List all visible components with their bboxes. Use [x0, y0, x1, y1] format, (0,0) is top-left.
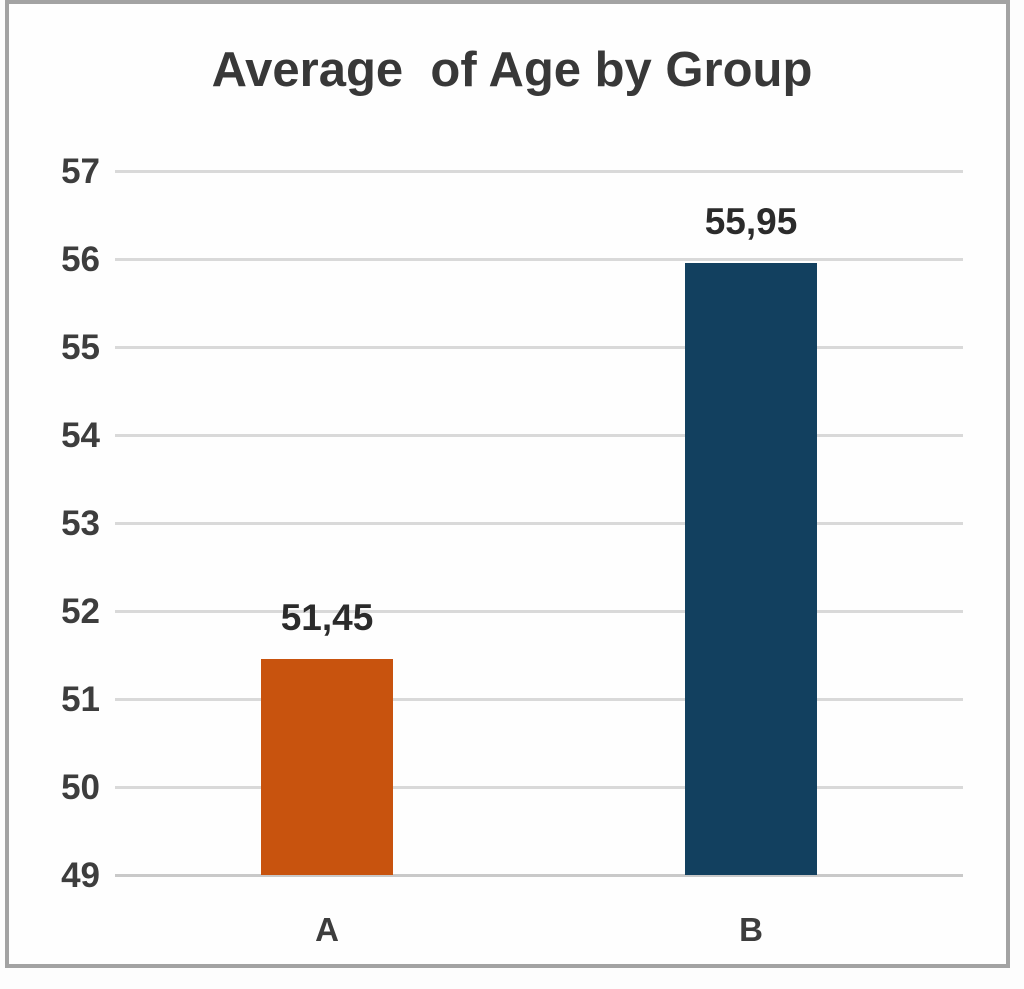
y-axis-tick-label: 52 [61, 592, 100, 631]
bar [261, 659, 393, 875]
bar-value-label: 55,95 [704, 201, 798, 243]
y-axis-tick-label: 51 [61, 680, 100, 719]
gridline [115, 345, 963, 349]
gridline [115, 521, 963, 525]
y-axis-tick-label: 50 [61, 768, 100, 807]
bar-value-label: 51,45 [280, 597, 374, 639]
y-axis-tick-label: 49 [61, 856, 100, 895]
gridline [115, 169, 963, 173]
gridline [115, 257, 963, 261]
y-axis-tick-label: 54 [61, 416, 100, 455]
y-axis-tick-label: 57 [61, 152, 100, 191]
x-category-label: A [315, 911, 339, 948]
chart-title: Average of Age by Group [211, 43, 813, 97]
gridline [115, 697, 963, 701]
y-axis-tick-label: 53 [61, 504, 100, 543]
y-axis-tick-label: 55 [61, 328, 100, 367]
gridline [115, 873, 963, 877]
chart-frame [5, 0, 1010, 968]
gridline [115, 785, 963, 789]
y-axis-tick-label: 56 [61, 240, 100, 279]
x-category-label: B [739, 911, 763, 948]
gridline [115, 609, 963, 613]
bar [685, 263, 817, 875]
gridline [115, 433, 963, 437]
